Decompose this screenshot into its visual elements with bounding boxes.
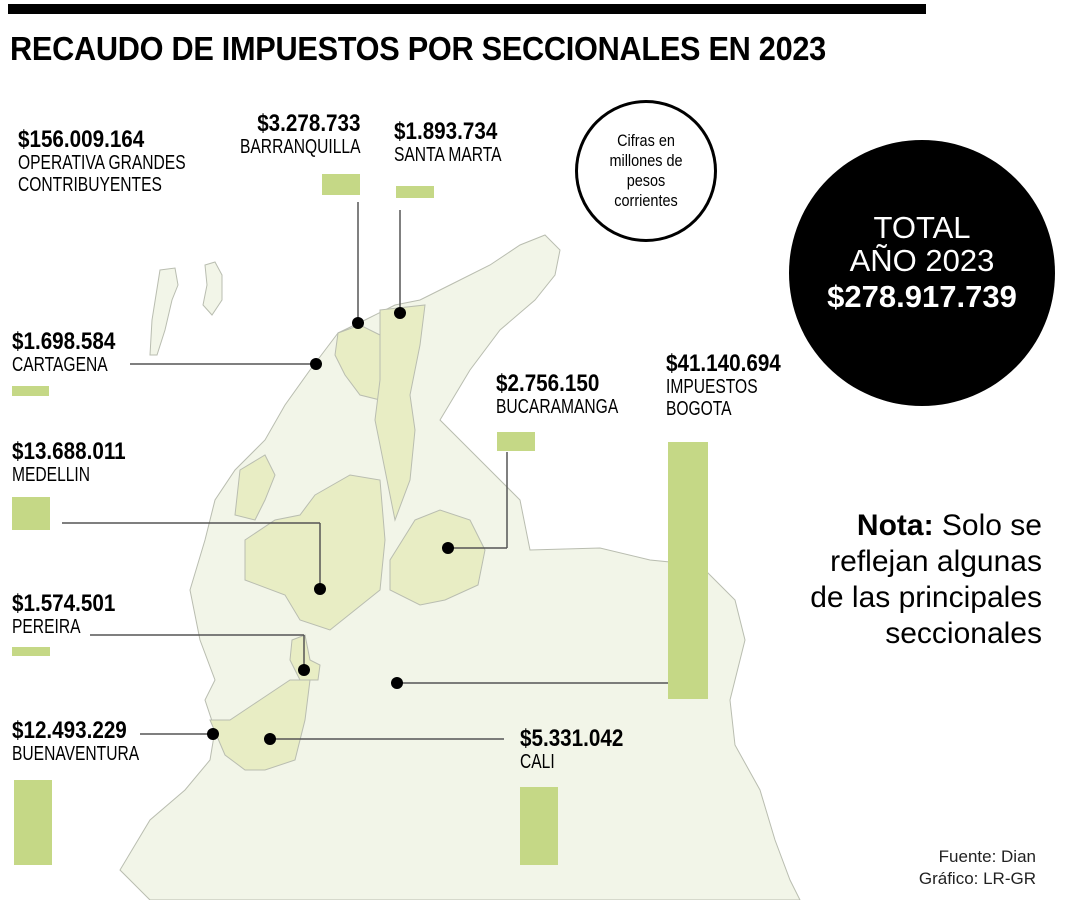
label-buenaventura: $12.493.229 BUENAVENTURA: [12, 717, 140, 766]
source-credit: Fuente: Dian Gráfico: LR-GR: [918, 847, 1036, 888]
bar-santa-marta: [396, 186, 434, 198]
bar-buenaventura: [14, 780, 52, 865]
bar-pereira: [12, 647, 50, 656]
label-medellin: $13.688.011 MEDELLIN: [12, 438, 126, 487]
bar-barranquilla: [322, 174, 360, 195]
label-bogota: $41.140.694 IMPUESTOS BOGOTA: [666, 350, 781, 421]
label-pereira: $1.574.501 PEREIRA: [12, 590, 116, 639]
label-bucaramanga: $2.756.150 BUCARAMANGA: [496, 370, 619, 419]
bar-bogota: [668, 442, 708, 699]
bar-bucaramanga: [497, 432, 535, 451]
top-rule: [8, 4, 926, 14]
chart-title: RECAUDO DE IMPUESTOS POR SECCIONALES EN …: [10, 30, 826, 67]
label-grandes-contribuyentes: $156.009.164 OPERATIVA GRANDES CONTRIBUY…: [18, 126, 186, 197]
bar-medellin: [12, 497, 50, 530]
units-note: Cifras en millones de pesos corrientes: [575, 100, 717, 242]
bar-cali: [520, 787, 558, 865]
label-santa-marta: $1.893.734 SANTA MARTA: [394, 118, 502, 167]
label-cali: $5.331.042 CALI: [520, 725, 624, 774]
label-barranquilla: $3.278.733 BARRANQUILLA: [239, 110, 360, 159]
footnote: Nota: Solo se reflejan algunas de las pr…: [810, 509, 1042, 650]
bar-cartagena: [12, 386, 49, 396]
total-badge: TOTAL AÑO 2023 $278.917.739: [789, 140, 1055, 406]
label-cartagena: $1.698.584 CARTAGENA: [12, 328, 116, 377]
